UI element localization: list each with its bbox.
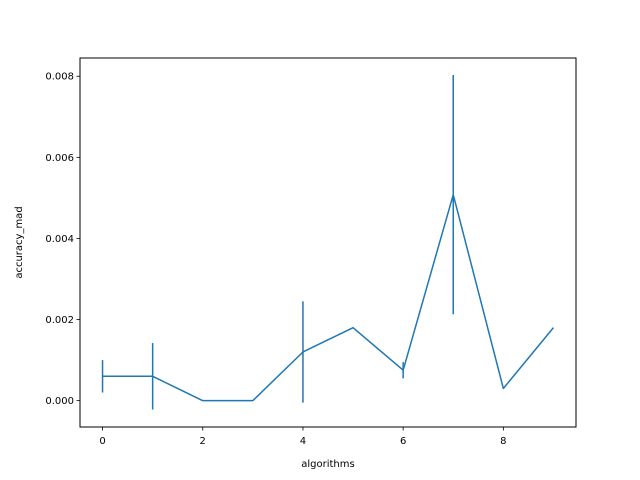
x-tick-label: 6 xyxy=(400,436,406,447)
y-tick-label: 0.006 xyxy=(45,153,74,164)
x-axis: 0 2 4 6 8 xyxy=(99,427,507,447)
x-axis-label: algorithms xyxy=(301,459,354,470)
x-tick-label: 4 xyxy=(300,436,306,447)
y-tick-label: 0.002 xyxy=(45,315,74,326)
y-tick-label: 0.004 xyxy=(45,234,74,245)
x-tick-label: 2 xyxy=(200,436,206,447)
y-tick-label: 0.000 xyxy=(45,396,74,407)
y-tick-label: 0.008 xyxy=(45,72,74,83)
plot-area xyxy=(101,75,555,410)
y-axis: 0.000 0.002 0.004 0.006 0.008 xyxy=(45,72,80,407)
series-line xyxy=(102,193,555,402)
y-axis-label: accuracy_mad xyxy=(14,206,25,278)
x-tick-label: 0 xyxy=(99,436,105,447)
x-tick-label: 8 xyxy=(500,436,506,447)
axes-frame xyxy=(79,57,577,428)
